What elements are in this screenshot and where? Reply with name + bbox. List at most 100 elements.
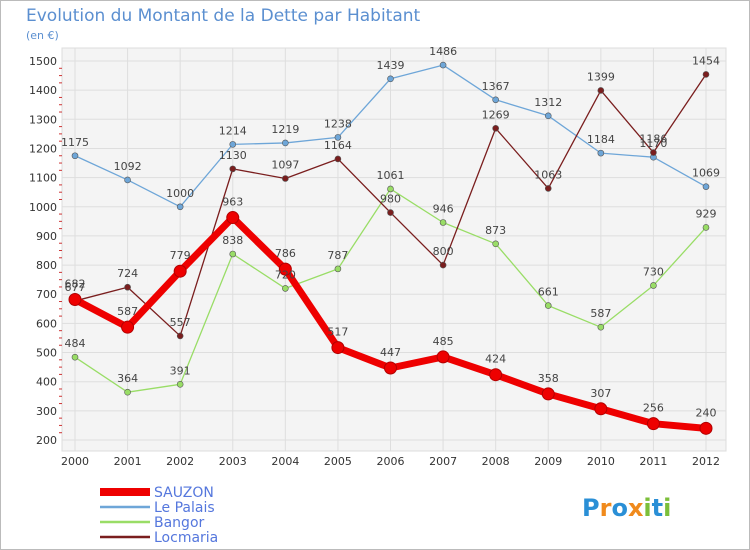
data-label-locmaria: 1164 (324, 139, 352, 152)
data-point-sauzon (436, 350, 450, 364)
y-tick-label: 600 (36, 317, 57, 330)
x-tick-label: 2003 (219, 455, 247, 468)
data-point-le-palais (597, 149, 605, 157)
data-label-le-palais: 1367 (482, 80, 510, 93)
data-point-bangor (702, 224, 710, 231)
data-point-bangor (124, 388, 131, 396)
y-tick-label: 300 (36, 405, 57, 418)
data-point-locmaria (597, 87, 605, 94)
data-label-sauzon: 517 (327, 326, 348, 339)
data-point-le-palais (229, 141, 237, 148)
data-point-sauzon (594, 402, 608, 416)
logo-text: Proxiti (582, 494, 671, 522)
y-tick-label: 1100 (29, 172, 57, 185)
legend-label-locmaria: Locmaria (154, 530, 218, 546)
data-label-le-palais: 1214 (219, 124, 247, 137)
data-label-le-palais: 1170 (639, 137, 667, 150)
data-label-le-palais: 1175 (61, 136, 89, 149)
data-label-sauzon: 307 (590, 387, 611, 400)
data-label-bangor: 946 (433, 203, 454, 216)
data-point-sauzon (646, 417, 660, 431)
data-point-le-palais (439, 61, 447, 69)
data-label-sauzon: 447 (380, 346, 401, 359)
x-tick-label: 2005 (324, 455, 352, 468)
y-tick-label: 200 (36, 434, 57, 447)
data-label-bangor: 364 (117, 372, 138, 385)
data-point-bangor (597, 323, 605, 331)
x-tick-label: 2002 (166, 455, 194, 468)
data-point-bangor (544, 302, 552, 309)
data-point-sauzon (541, 387, 555, 401)
data-label-bangor: 787 (327, 249, 348, 262)
data-label-sauzon: 240 (696, 406, 717, 419)
data-point-bangor (387, 185, 394, 193)
data-point-sauzon (384, 361, 397, 375)
data-point-sauzon (331, 341, 345, 355)
data-point-locmaria (124, 283, 131, 291)
legend-label-bangor: Bangor (154, 515, 205, 531)
y-tick-label: 800 (36, 259, 57, 272)
data-point-locmaria (282, 175, 289, 182)
x-tick-label: 2012 (692, 455, 720, 468)
data-point-sauzon (173, 264, 187, 278)
data-label-le-palais: 1486 (429, 45, 457, 58)
data-label-locmaria: 724 (117, 267, 138, 280)
legend-label-le-palais: Le Palais (154, 500, 215, 516)
y-tick-label: 700 (36, 288, 57, 301)
x-tick-label: 2007 (429, 455, 457, 468)
data-point-sauzon (68, 292, 82, 306)
x-tick-label: 2010 (587, 455, 615, 468)
data-label-bangor: 838 (222, 234, 243, 247)
data-point-le-palais (176, 203, 184, 211)
y-tick-label: 1200 (29, 142, 57, 155)
data-label-le-palais: 1439 (377, 59, 405, 72)
data-label-locmaria: 980 (380, 193, 401, 206)
y-tick-label: 1400 (29, 84, 57, 97)
data-point-sauzon (489, 368, 503, 382)
data-label-locmaria: 1063 (534, 168, 562, 181)
x-tick-label: 2011 (639, 455, 667, 468)
data-label-le-palais: 1184 (587, 133, 615, 146)
data-label-locmaria: 1269 (482, 108, 510, 121)
data-label-locmaria: 800 (433, 245, 454, 258)
data-label-sauzon: 256 (643, 402, 664, 415)
data-label-sauzon: 485 (433, 335, 454, 348)
data-label-bangor: 873 (485, 224, 506, 237)
data-label-sauzon: 424 (485, 353, 506, 366)
data-label-le-palais: 1312 (534, 96, 562, 109)
data-label-bangor: 587 (590, 307, 611, 320)
data-point-le-palais (387, 75, 394, 83)
data-label-sauzon: 786 (275, 247, 296, 260)
data-point-sauzon (278, 262, 292, 276)
x-tick-label: 2001 (114, 455, 142, 468)
data-label-bangor: 661 (538, 286, 559, 299)
data-point-locmaria (334, 155, 342, 163)
data-point-bangor (334, 265, 342, 273)
data-label-le-palais: 1219 (271, 123, 299, 136)
data-point-bangor (492, 240, 499, 248)
data-point-le-palais (702, 183, 710, 190)
data-point-le-palais (124, 176, 131, 184)
y-tick-label: 400 (36, 376, 57, 389)
data-label-sauzon: 682 (65, 277, 86, 290)
x-tick-label: 2008 (482, 455, 510, 468)
x-tick-label: 2004 (271, 455, 299, 468)
plot-area (61, 47, 727, 452)
data-point-le-palais (282, 139, 289, 147)
data-label-locmaria: 1097 (271, 158, 299, 171)
data-label-locmaria: 1399 (587, 70, 615, 83)
data-point-bangor (439, 219, 447, 226)
proxiti-logo: Proxiti (582, 494, 671, 522)
data-point-locmaria (544, 185, 552, 192)
data-point-le-palais (544, 112, 552, 120)
data-point-locmaria (387, 209, 394, 216)
data-point-locmaria (176, 332, 184, 340)
data-label-sauzon: 779 (170, 249, 191, 262)
y-tick-label: 1300 (29, 113, 57, 126)
y-tick-label: 1500 (29, 55, 57, 68)
y-tick-label: 900 (36, 230, 57, 243)
data-point-le-palais (334, 134, 342, 141)
data-label-bangor: 1061 (377, 169, 405, 182)
series-layer (68, 61, 713, 435)
